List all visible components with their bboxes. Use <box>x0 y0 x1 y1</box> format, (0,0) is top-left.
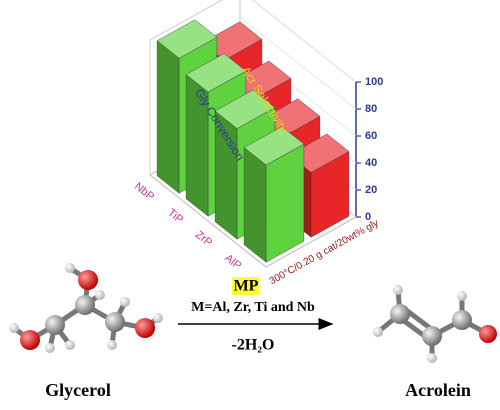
y-tick-label: 60 <box>365 130 377 142</box>
category-label: ZrP <box>193 229 214 249</box>
bar-top <box>214 89 276 129</box>
y-tick-label: 20 <box>365 184 377 196</box>
category-label: NbP <box>132 180 156 203</box>
y-tick-label: 0 <box>365 211 371 223</box>
glycerol-molecule <box>9 263 163 353</box>
grid-line <box>239 16 357 110</box>
bar-top <box>156 19 218 59</box>
bar-side <box>156 40 180 194</box>
y-tick-label: 80 <box>365 103 377 115</box>
metals-label: M=Al, Zr, Ti and Nb <box>191 300 315 315</box>
reactant-label: Glycerol <box>45 380 111 400</box>
acrolein-molecule <box>373 285 497 363</box>
bar <box>243 126 305 263</box>
bar-side <box>243 147 267 263</box>
catalyst-label: MP <box>234 278 259 295</box>
category-label: TiP <box>165 207 185 226</box>
highlight <box>232 277 260 295</box>
y-tick-label: 100 <box>365 76 383 88</box>
byproduct-label: -2H₂O <box>231 337 274 354</box>
y-tick-label: 40 <box>365 157 377 169</box>
grid-line <box>251 0 357 83</box>
product-label: Acrolein <box>405 380 471 400</box>
category-label: AlP <box>222 252 243 272</box>
bar-top <box>243 126 305 166</box>
bar-top <box>185 53 247 93</box>
